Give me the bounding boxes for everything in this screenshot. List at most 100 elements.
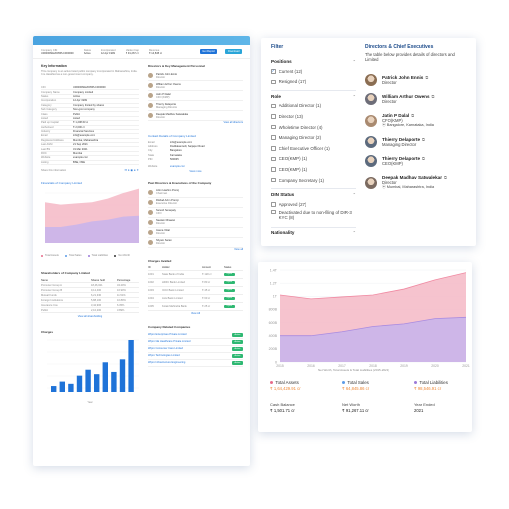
avatar [148, 73, 153, 78]
bar [94, 374, 100, 393]
filter-option[interactable]: ✓ Current (12) [271, 66, 356, 77]
positions-header[interactable]: Positions ⌃ [271, 59, 356, 64]
person-row[interactable]: William Arthur Owens Director [148, 81, 243, 91]
avatar [365, 114, 377, 127]
stat-value: ₹ 1,64,429.91 cr [270, 386, 301, 391]
chevron-up-icon[interactable]: ⌃ [352, 230, 356, 236]
person-row[interactable]: Patrick John Ennis Director [148, 71, 243, 81]
person-role: Director [156, 115, 166, 119]
related-row[interactable]: Wipro Technologies Limited Active [148, 353, 243, 360]
director-name[interactable]: Thierry Delaporte ⧉ [382, 156, 425, 161]
filter-option[interactable]: Director (13) [271, 111, 356, 122]
series-line [280, 316, 467, 337]
director-row[interactable]: Thierry Delaporte ⧉ Managing Director [365, 132, 473, 152]
status-badge: Open [224, 272, 235, 277]
table-cell: 2,10,200 [91, 308, 102, 312]
person-row[interactable]: Rishad Azim Premji Executive Director [148, 198, 243, 208]
person-name: Rishad Azim Premji [156, 199, 179, 203]
director-name[interactable]: Patrick John Ennis ⧉ [382, 75, 428, 80]
filter-option[interactable]: CEO(KMP) (1) [271, 164, 356, 175]
download-button[interactable]: Download [225, 49, 242, 54]
contact-more-link[interactable]: View more [189, 169, 202, 173]
person-row[interactable]: Ireena Vittal Director [148, 228, 243, 238]
key-info-value: 31 Mar 2021 [73, 147, 88, 151]
chevron-up-icon[interactable]: ⌃ [352, 93, 356, 99]
external-link-icon[interactable]: ⧉ [422, 156, 425, 162]
checkbox[interactable] [271, 124, 276, 130]
share-icon[interactable]: ✉ ♦ ◉ ● ✦ [124, 168, 139, 173]
filter-option[interactable]: Wholetime Director (4) [271, 122, 356, 133]
status-badge: Active [232, 347, 243, 351]
checkbox[interactable] [271, 209, 276, 215]
contact-website-link[interactable]: example.com [170, 164, 186, 168]
share-label: Share this information [41, 168, 67, 172]
key-info-row: Last AGM 21 Sep 2021 [41, 143, 139, 148]
avatar [365, 73, 377, 86]
filter-option[interactable]: Chief Executive Officer (1) [271, 143, 356, 154]
external-link-icon[interactable]: ⧉ [444, 175, 447, 180]
get-report-button[interactable]: Get Report [199, 49, 218, 54]
person-row[interactable]: Shyam Saran Director [148, 238, 243, 248]
checkbox[interactable]: ✓ [271, 68, 276, 74]
checkbox[interactable] [271, 201, 276, 207]
checkbox[interactable] [271, 167, 276, 172]
filter-option[interactable]: Resigned (17) [271, 77, 356, 88]
checkbox[interactable] [271, 114, 276, 119]
director-row[interactable]: William Arthur Owens ⧉ Director [365, 90, 473, 110]
chevron-up-icon[interactable]: ⌃ [352, 59, 356, 64]
external-link-icon[interactable]: ⧉ [422, 136, 425, 142]
person-row[interactable]: Suresh Senapaty CFO [148, 208, 243, 218]
director-name[interactable]: Jatin P Dalal ⧉ [382, 113, 434, 118]
director-row[interactable]: Thierry Delaporte ⧉ CEO(KMP) [365, 152, 473, 172]
director-name[interactable]: Deepak Madhav Satwalekar ⧉ [382, 175, 447, 180]
directors-subtitle: The table below provides details of dire… [365, 52, 455, 57]
filter-option[interactable]: Approved (27) [271, 199, 356, 210]
related-row[interactable]: Wipro Consumer Care Limited Active [148, 346, 243, 353]
director-more-link[interactable]: View all directors [223, 121, 243, 124]
director-row[interactable]: Deepak Madhav Satwalekar ⧉ Director ⦿Mumbai… [365, 171, 473, 194]
external-link-icon[interactable]: ⧉ [411, 113, 415, 118]
chevron-up-icon[interactable]: ⌃ [352, 191, 356, 197]
checkbox[interactable] [271, 103, 276, 109]
stat-dot [414, 380, 418, 385]
filter-option[interactable]: Company Secretary (1) [271, 175, 356, 186]
person-row[interactable]: Deepak Madhav Satwalekar Director [148, 111, 243, 121]
person-row[interactable]: Jatin P Dalal CFO (KMP) [148, 91, 243, 101]
checkbox[interactable] [271, 177, 276, 183]
charges-more-link[interactable]: View All [190, 311, 201, 315]
person-info: Shyam Saran Director [156, 239, 172, 245]
associates-more-link[interactable]: View all [234, 247, 243, 251]
related-row[interactable]: Wipro Enterprises Private Limited Active [148, 332, 243, 339]
filter-option[interactable]: Deactivated due to non-filing of DIR-3 K… [271, 209, 356, 224]
avatar [148, 93, 153, 98]
nationality-header[interactable]: Nationality ⌃ [271, 230, 356, 235]
director-row[interactable]: Jatin P Dalal ⧉ CFO(KMP) ⦿Bangalore, Karnat… [365, 109, 473, 132]
filter-option[interactable]: Managing Director (2) [271, 132, 356, 143]
checkbox[interactable] [271, 79, 276, 85]
external-link-icon[interactable]: ⧉ [431, 94, 435, 100]
filter-option[interactable]: Additional Director (1) [271, 101, 356, 112]
person-row[interactable]: Neelam Dhawan Director [148, 218, 243, 228]
financial-chart-xlabel: Net Worth, Total Assets & Total Liabilit… [318, 368, 390, 372]
person-info: Jatin P Dalal CFO (KMP) [156, 93, 171, 99]
checkbox[interactable] [271, 146, 276, 151]
director-row[interactable]: Patrick John Ennis ⧉ Director [365, 70, 473, 90]
role-header[interactable]: Role ⌃ [271, 94, 356, 99]
related-row[interactable]: Wipro Infrastructure Engineering Active [148, 360, 243, 367]
director-name[interactable]: Thierry Delaporte ⧉ [382, 137, 425, 142]
person-info: Thierry Delaporte Managing Director [156, 103, 177, 109]
shareholders-more-link[interactable]: View all shareholding [77, 315, 103, 319]
person-row[interactable]: Azim Hashim Premji Chairman [148, 188, 243, 198]
key-info-key: Email [41, 134, 48, 138]
nationality-label: Nationality [271, 230, 295, 236]
din-header[interactable]: DIN Status ⌃ [271, 192, 356, 197]
related-row[interactable]: Wipro GE Healthcare Private Limited Activ… [148, 339, 243, 346]
director-name[interactable]: William Arthur Owens ⧉ [382, 94, 434, 99]
person-row[interactable]: Thierry Delaporte Managing Director [148, 101, 243, 111]
status-badge: Active [232, 333, 243, 337]
stat-label-text: Total Liabilities [419, 380, 448, 385]
checkbox[interactable] [271, 156, 276, 162]
filter-option[interactable]: CEO(KMP) (1) [271, 154, 356, 165]
checkbox[interactable] [271, 135, 276, 141]
external-link-icon[interactable]: ⧉ [425, 74, 429, 80]
